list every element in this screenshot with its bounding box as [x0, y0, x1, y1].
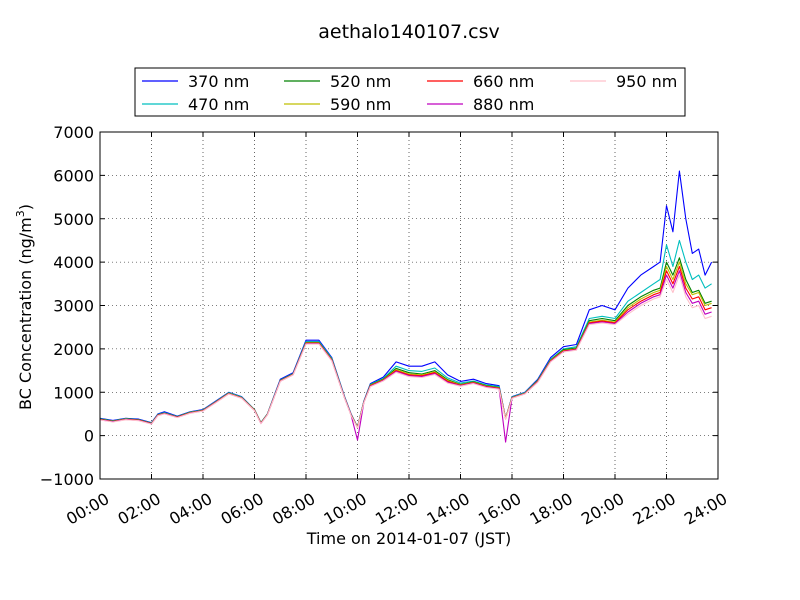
plot-area-frame	[99, 131, 719, 480]
x-tick-label: 06:00	[217, 489, 266, 529]
x-tick-label: 02:00	[114, 489, 163, 529]
y-tick-label: 5000	[53, 210, 94, 229]
x-tick-label: 18:00	[526, 489, 575, 529]
series-line-470-nm	[99, 239, 712, 428]
x-tick-label: 22:00	[629, 489, 678, 529]
chart-title: aethalo140107.csv	[318, 21, 500, 43]
legend-label: 950 nm	[616, 72, 677, 91]
x-tick-label: 16:00	[475, 489, 524, 529]
y-tick-labels: −1000 0 1000 2000 3000 4000 5000 6000 7000	[40, 123, 94, 489]
x-tick-label: 04:00	[166, 489, 215, 529]
y-axis-label: BC Concentration (ng/m3)	[14, 204, 35, 410]
legend-label: 880 nm	[473, 95, 534, 114]
legend-label: 660 nm	[473, 72, 534, 91]
legend: 370 nm 470 nm 520 nm 590 nm 660 nm 880 nm 950 …	[134, 67, 686, 117]
y-tick-label: 1000	[53, 383, 94, 402]
y-tick-label: 6000	[53, 166, 94, 185]
legend-label: 520 nm	[330, 72, 391, 91]
y-tick-label: 3000	[53, 297, 94, 316]
x-tick-label: 20:00	[578, 489, 627, 529]
series-line-590-nm	[99, 261, 712, 428]
x-tick-label: 12:00	[372, 489, 421, 529]
legend-label: 470 nm	[188, 95, 249, 114]
legend-label: 590 nm	[330, 95, 391, 114]
x-tick-label: 08:00	[269, 489, 318, 529]
series-line-520-nm	[99, 257, 712, 428]
y-axis-label-superscript: 3	[14, 210, 27, 217]
x-tick-label: 24:00	[681, 489, 730, 529]
x-tick-labels: 00:00 02:00 04:00 06:00 08:00 10:00 12:00 14:00…	[63, 489, 730, 529]
y-tick-label: 7000	[53, 123, 94, 142]
series-line-950-nm	[99, 274, 712, 429]
series-lines	[99, 170, 713, 443]
y-tick-label: 0	[84, 427, 94, 446]
y-tick-label: 4000	[53, 253, 94, 272]
x-axis-label: Time on 2014-01-07 (JST)	[306, 529, 511, 548]
y-axis-label-main: BC Concentration (ng/m	[16, 217, 35, 410]
series-line-660-nm	[99, 265, 712, 429]
series-line-880-nm	[99, 270, 712, 443]
legend-label: 370 nm	[188, 72, 249, 91]
legend-box	[134, 67, 686, 117]
y-tick-label: 2000	[53, 340, 94, 359]
y-axis-label-close: )	[16, 204, 35, 210]
grid-lines	[100, 132, 718, 479]
y-tick-label: −1000	[40, 470, 94, 489]
series-line-370-nm	[99, 170, 713, 428]
x-tick-label: 14:00	[423, 489, 472, 529]
x-tick-label: 00:00	[63, 489, 112, 529]
axis-ticks	[99, 131, 719, 480]
x-tick-label: 10:00	[320, 489, 369, 529]
